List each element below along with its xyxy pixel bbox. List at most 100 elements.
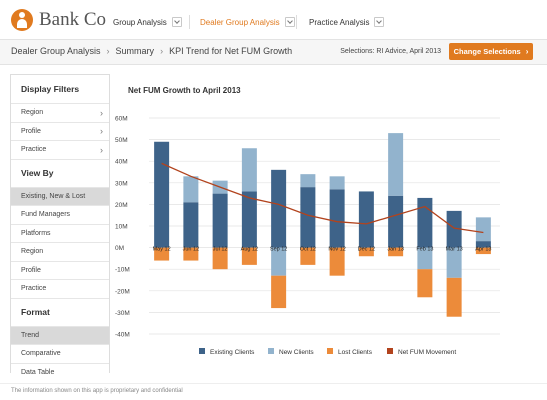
legend-net-fum-movement-swatch xyxy=(387,348,393,354)
display-filters-heading: Display Filters xyxy=(21,84,80,94)
filter-practice[interactable]: Practice › xyxy=(11,140,109,159)
bar-existing-clients xyxy=(475,241,491,248)
sidebar-item-label: Practice xyxy=(21,146,47,154)
y-tick-label: 20M xyxy=(115,202,128,209)
bar-lost-clients xyxy=(154,247,170,261)
view-by-heading: View By xyxy=(11,158,109,187)
bar-lost-clients xyxy=(241,247,257,265)
bar-lost-clients xyxy=(358,247,374,257)
x-tick-label: Oct 12 xyxy=(300,247,316,253)
format-trend[interactable]: Trend xyxy=(11,325,109,344)
breadcrumb-item-dealer-group-analysis[interactable]: Dealer Group Analysis xyxy=(11,46,101,56)
chevron-right-icon: › xyxy=(525,47,529,56)
view-by-fund-managers[interactable]: Fund Managers xyxy=(11,205,109,224)
filter-profile[interactable]: Profile › xyxy=(11,121,109,140)
sidebar-item-label: Data Table xyxy=(21,368,55,376)
x-tick-label: Jun 12 xyxy=(183,247,200,253)
divider xyxy=(189,15,190,29)
bar-existing-clients xyxy=(300,187,316,248)
legend-lost-clients-label: Lost Clients xyxy=(338,349,373,356)
nav-label: Dealer Group Analysis xyxy=(200,17,280,27)
bar-lost-clients xyxy=(475,247,491,255)
bar-lost-clients xyxy=(417,269,433,298)
x-tick-label: Jul 12 xyxy=(213,247,228,253)
legend-lost-clients-swatch xyxy=(327,348,333,354)
chart-title: Net FUM Growth to April 2013 xyxy=(128,86,241,95)
bar-new-clients xyxy=(183,176,199,203)
chevron-down-icon[interactable] xyxy=(374,17,385,27)
bar-existing-clients xyxy=(183,202,199,248)
change-selections-label: Change Selections xyxy=(453,47,521,56)
x-tick-label: Nov 12 xyxy=(328,247,345,253)
nav-practice-analysis[interactable]: Practice Analysis xyxy=(309,17,385,27)
x-tick-label: Apr 13 xyxy=(475,247,491,253)
chevron-down-icon[interactable] xyxy=(284,17,295,27)
breadcrumb-item-summary[interactable]: Summary xyxy=(115,46,155,56)
legend-new-clients-label: New Clients xyxy=(279,349,314,356)
y-tick-label: -10M xyxy=(115,267,130,274)
y-tick-label: 0M xyxy=(115,245,124,252)
bar-existing-clients xyxy=(358,191,374,248)
x-tick-label: May 12 xyxy=(153,247,171,253)
chevron-right-icon: › xyxy=(100,126,103,137)
bar-new-clients xyxy=(271,247,287,276)
x-tick-label: Jan 13 xyxy=(387,247,404,253)
y-tick-label: 10M xyxy=(115,224,128,231)
bank-logo[interactable]: Bank Co xyxy=(11,9,106,31)
view-by-practice[interactable]: Practice xyxy=(11,279,109,298)
bar-new-clients xyxy=(475,217,491,242)
change-selections-button[interactable]: Change Selections › xyxy=(449,43,533,60)
chevron-right-icon: › xyxy=(100,144,103,155)
chevron-down-icon[interactable] xyxy=(171,17,182,27)
bar-existing-clients xyxy=(241,191,257,248)
view-by-region[interactable]: Region xyxy=(11,242,109,261)
sidebar-item-label: Practice xyxy=(21,285,47,293)
y-tick-label: 30M xyxy=(115,180,128,187)
divider xyxy=(296,15,297,29)
top-navigation-bar: Bank Co Group Analysis Dealer Group Anal… xyxy=(0,0,547,40)
format-data-table[interactable]: Data Table xyxy=(11,362,109,381)
view-by-profile[interactable]: Profile xyxy=(11,260,109,279)
sidebar-item-label: Fund Managers xyxy=(21,211,71,219)
view-by-platforms[interactable]: Platforms xyxy=(11,223,109,242)
format-comparative[interactable]: Comparative xyxy=(11,344,109,363)
nav-dealer-group-analysis[interactable]: Dealer Group Analysis xyxy=(200,17,295,27)
net-fum-movement-line xyxy=(161,162,484,234)
fum-growth-chart: 60M 50M 40M 30M 20M 10M 0M -10M -20M -30M -40M May … xyxy=(115,116,500,356)
bar-new-clients xyxy=(300,174,316,188)
bar-existing-clients xyxy=(388,195,404,248)
y-tick-label: 40M xyxy=(115,159,128,166)
y-tick-label: 60M xyxy=(115,116,128,123)
bar-existing-clients xyxy=(446,210,462,248)
nav-label: Group Analysis xyxy=(113,17,167,27)
y-tick-label: -30M xyxy=(115,310,130,317)
filter-region[interactable]: Region › xyxy=(11,103,109,122)
bar-existing-clients xyxy=(417,197,433,248)
x-tick-label: Dec 12 xyxy=(358,247,375,253)
sidebar: Display Filters Region › Profile › Pract… xyxy=(10,74,110,381)
sidebar-item-label: Profile xyxy=(21,127,41,135)
y-tick-label: -40M xyxy=(115,332,130,339)
nav-group-analysis[interactable]: Group Analysis xyxy=(113,17,182,27)
sidebar-item-label: Profile xyxy=(21,266,41,274)
bar-new-clients xyxy=(388,133,404,196)
footer: The information shown on this app is pro… xyxy=(0,383,547,400)
chevron-right-icon: › xyxy=(160,46,164,56)
breadcrumb-item-current: KPI Trend for Net FUM Growth xyxy=(169,46,293,56)
legend-existing-clients-swatch xyxy=(199,348,205,354)
format-heading: Format xyxy=(11,297,109,326)
view-by-existing-new-lost[interactable]: Existing, New & Lost xyxy=(11,186,109,205)
breadcrumb: Dealer Group Analysis › Summary › KPI Tr… xyxy=(11,46,292,56)
legend-net-fum-movement-label: Net FUM Movement xyxy=(398,349,456,356)
bar-lost-clients xyxy=(388,247,404,257)
bar-lost-clients xyxy=(329,247,345,276)
x-tick-label: Feb 13 xyxy=(416,247,433,253)
x-tick-label: Mar 13 xyxy=(446,247,463,253)
legend-existing-clients-label: Existing Clients xyxy=(210,349,255,356)
sidebar-item-label: Comparative xyxy=(21,350,61,358)
chevron-right-icon: › xyxy=(106,46,110,56)
bar-existing-clients xyxy=(271,169,287,248)
x-tick-label: Aug 12 xyxy=(241,247,258,253)
sidebar-item-label: Existing, New & Lost xyxy=(21,192,86,200)
chevron-right-icon: › xyxy=(100,107,103,118)
